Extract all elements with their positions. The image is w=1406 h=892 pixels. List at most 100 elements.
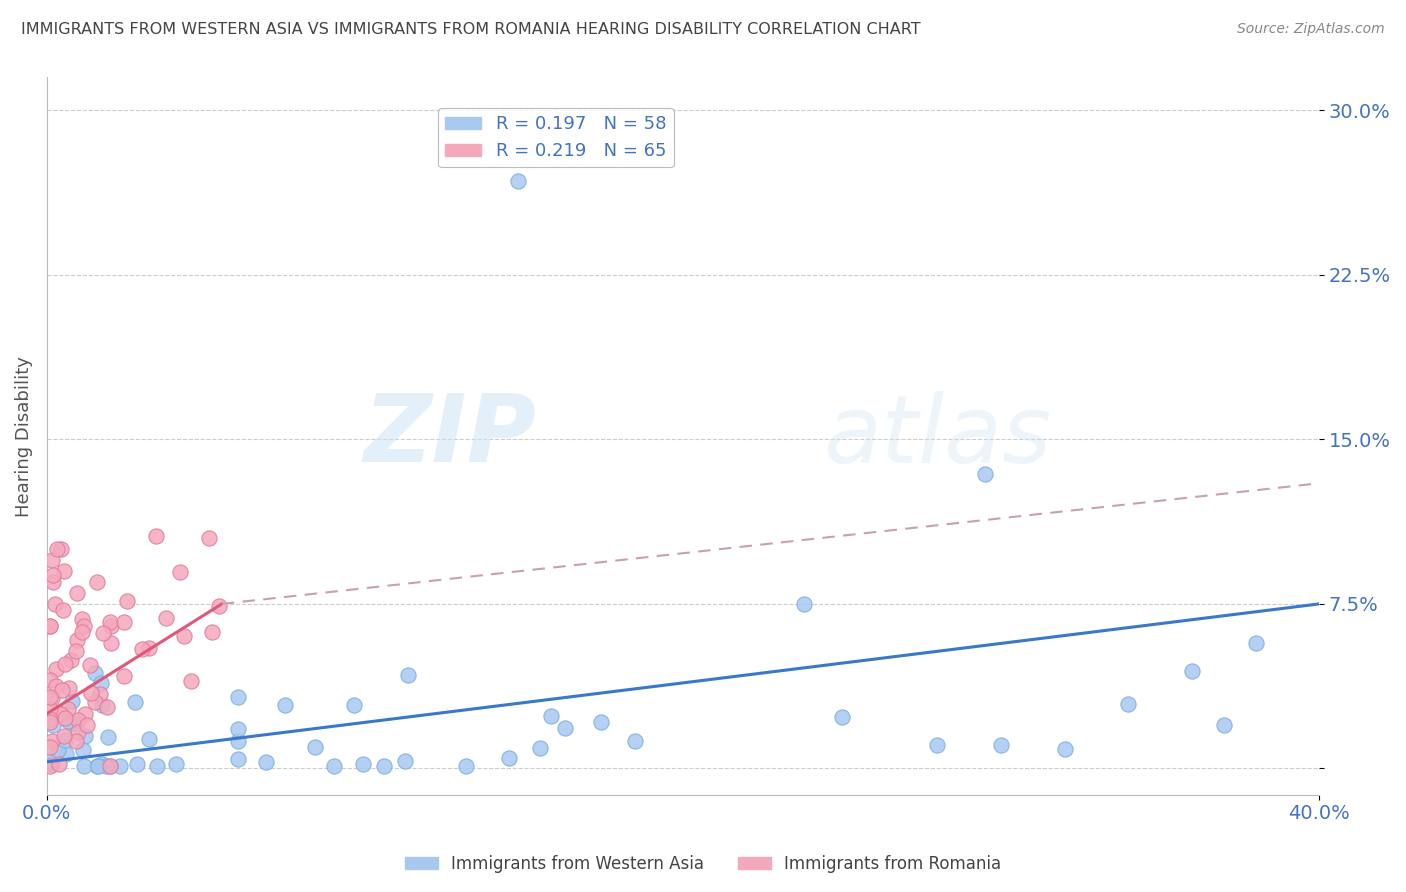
Point	[41, 733, 63, 747]
Point	[49, 706, 72, 721]
Point	[254, 755, 277, 769]
Point	[44, 597, 66, 611]
Point	[53, 657, 76, 672]
Point	[39, 619, 62, 633]
Point	[41, 757, 63, 772]
Point	[89, 687, 111, 701]
Point	[98, 759, 121, 773]
Point	[52, 564, 75, 578]
Point	[169, 565, 191, 579]
Point	[45, 662, 67, 676]
Point	[304, 740, 326, 755]
Point	[66, 714, 89, 728]
Point	[974, 467, 997, 482]
Point	[226, 752, 249, 766]
Point	[52, 602, 75, 616]
Point	[84, 695, 107, 709]
Point	[226, 722, 249, 736]
Point	[41, 691, 63, 706]
Point	[506, 173, 529, 187]
Point	[112, 615, 135, 629]
Point	[108, 759, 131, 773]
Point	[124, 695, 146, 709]
Point	[41, 553, 63, 567]
Point	[131, 642, 153, 657]
Point	[39, 619, 62, 633]
Point	[66, 586, 89, 600]
Point	[66, 724, 89, 739]
Point	[226, 734, 249, 748]
Point	[87, 759, 110, 773]
Point	[39, 759, 62, 773]
Point	[396, 668, 419, 682]
Legend: R = 0.197   N = 58, R = 0.219   N = 65: R = 0.197 N = 58, R = 0.219 N = 65	[439, 108, 673, 168]
Point	[112, 669, 135, 683]
Point	[91, 625, 114, 640]
Point	[80, 686, 103, 700]
Point	[39, 754, 62, 768]
Point	[39, 690, 62, 704]
Point	[53, 711, 76, 725]
Point	[65, 644, 87, 658]
Point	[46, 743, 69, 757]
Point	[79, 658, 101, 673]
Point	[42, 574, 65, 589]
Point	[352, 757, 374, 772]
Point	[529, 740, 551, 755]
Point	[48, 757, 70, 772]
Point	[793, 597, 815, 611]
Point	[138, 731, 160, 746]
Point	[39, 673, 62, 687]
Point	[73, 619, 96, 633]
Point	[180, 673, 202, 688]
Point	[56, 702, 79, 716]
Point	[49, 542, 72, 557]
Text: ZIP: ZIP	[364, 390, 537, 482]
Point	[831, 710, 853, 724]
Point	[98, 615, 121, 630]
Point	[990, 738, 1012, 752]
Point	[94, 759, 117, 773]
Point	[145, 529, 167, 543]
Point	[42, 568, 65, 582]
Point	[100, 619, 122, 633]
Point	[39, 739, 62, 754]
Point	[343, 698, 366, 713]
Point	[39, 702, 62, 716]
Point	[1244, 635, 1267, 649]
Point	[60, 653, 83, 667]
Point	[226, 690, 249, 705]
Point	[97, 730, 120, 744]
Text: Source: ZipAtlas.com: Source: ZipAtlas.com	[1237, 22, 1385, 37]
Point	[454, 759, 477, 773]
Point	[39, 715, 62, 730]
Point	[100, 636, 122, 650]
Point	[927, 738, 949, 752]
Point	[73, 759, 96, 773]
Point	[96, 699, 118, 714]
Point	[83, 666, 105, 681]
Point	[201, 625, 224, 640]
Point	[589, 715, 612, 730]
Point	[39, 712, 62, 726]
Legend: Immigrants from Western Asia, Immigrants from Romania: Immigrants from Western Asia, Immigrants…	[398, 848, 1008, 880]
Point	[91, 698, 114, 712]
Point	[51, 682, 73, 697]
Point	[70, 625, 93, 640]
Point	[98, 759, 121, 773]
Point	[274, 698, 297, 713]
Point	[146, 759, 169, 773]
Point	[624, 734, 647, 748]
Point	[45, 679, 67, 693]
Point	[65, 734, 87, 748]
Text: IMMIGRANTS FROM WESTERN ASIA VS IMMIGRANTS FROM ROMANIA HEARING DISABILITY CORRE: IMMIGRANTS FROM WESTERN ASIA VS IMMIGRAN…	[21, 22, 921, 37]
Point	[60, 693, 83, 707]
Point	[198, 531, 221, 545]
Point	[65, 632, 87, 647]
Point	[498, 751, 520, 765]
Point	[46, 542, 69, 557]
Point	[90, 676, 112, 690]
Point	[1212, 718, 1234, 732]
Point	[63, 715, 86, 730]
Y-axis label: Hearing Disability: Hearing Disability	[15, 356, 32, 516]
